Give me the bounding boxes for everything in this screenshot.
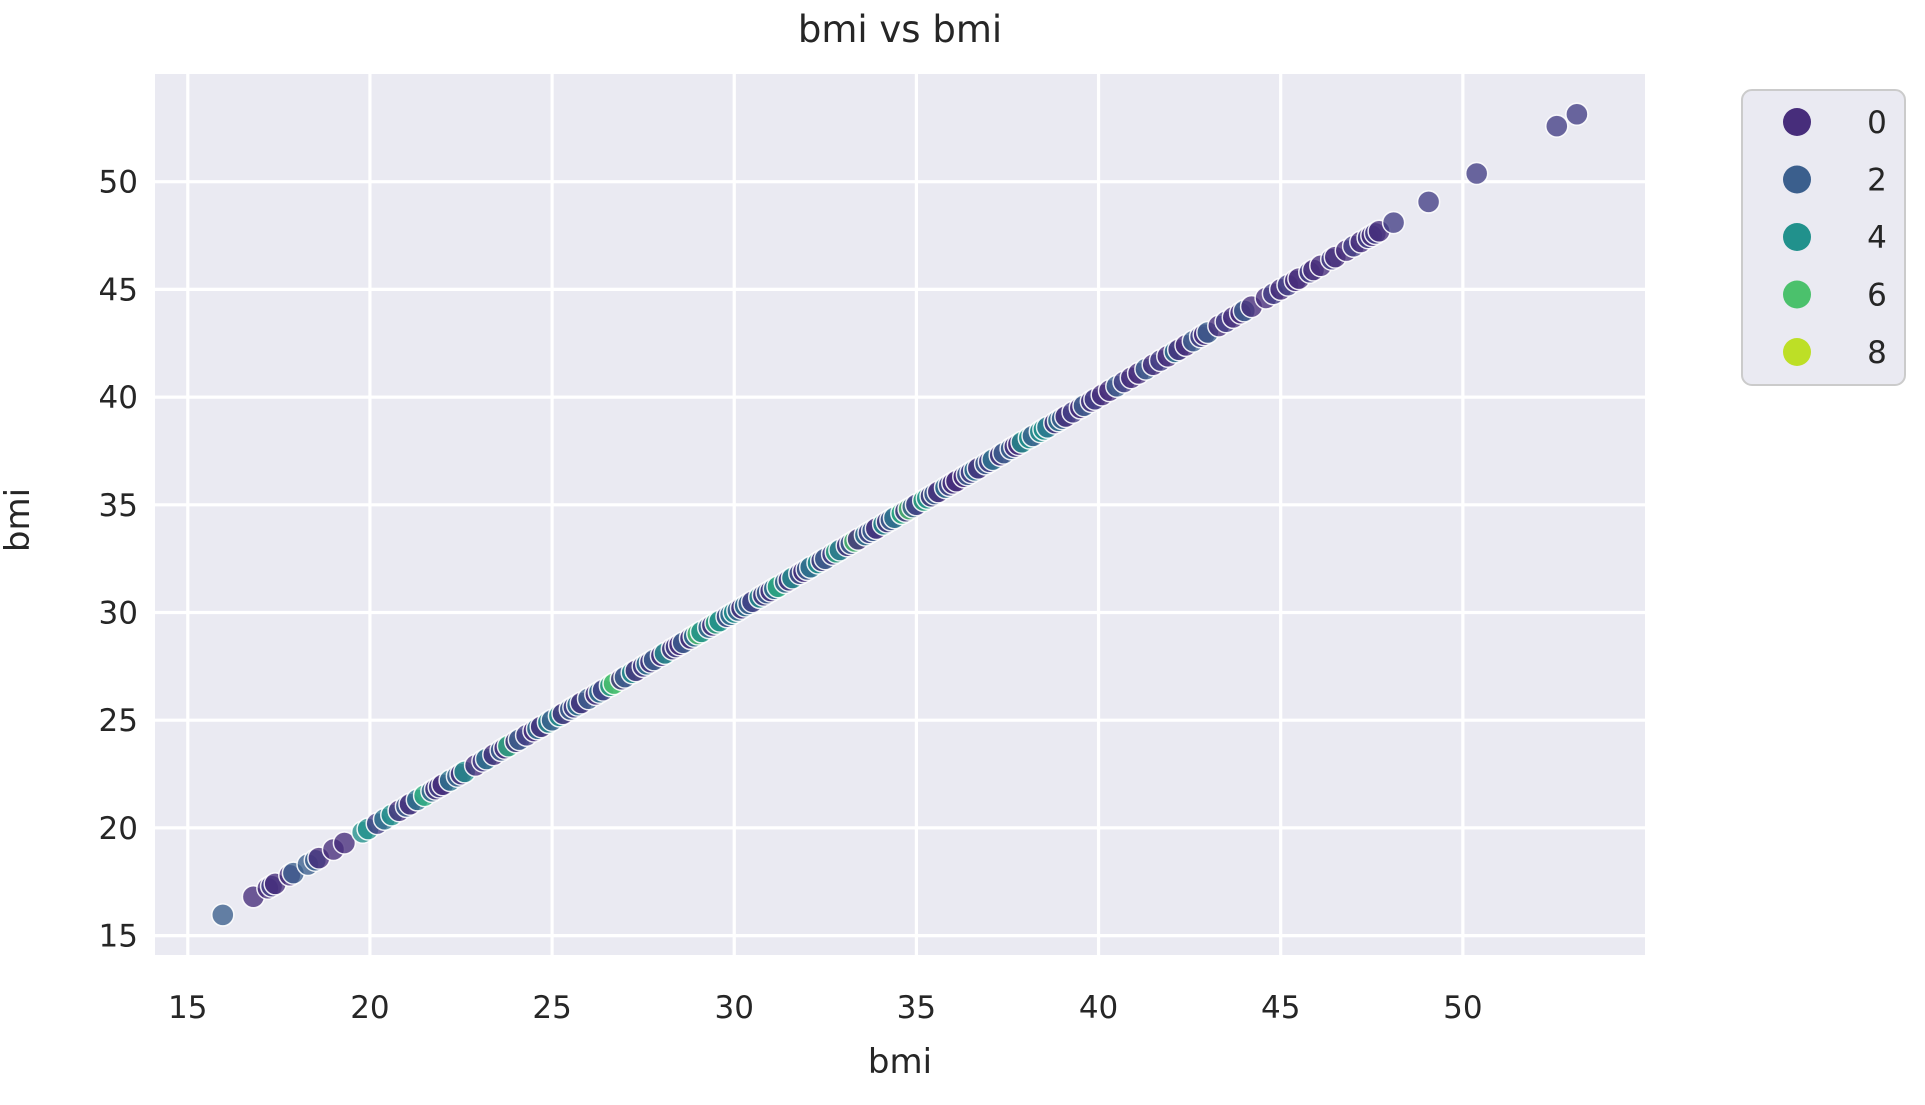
legend-swatch-6 [1783,280,1811,309]
y-tick-label: 40 [99,380,138,416]
scatter-point [211,903,235,927]
y-tick-label: 20 [99,811,138,847]
x-tick-label: 35 [897,990,936,1026]
legend-label-8: 8 [1867,335,1887,371]
scatter-point [1545,114,1569,138]
scatter-point [1416,190,1441,214]
y-axis-label: bmi [0,487,38,553]
y-tick-label: 35 [99,488,138,524]
y-tick-label: 15 [99,919,138,955]
x-tick-label: 25 [532,990,571,1026]
y-tick-label: 25 [99,703,138,739]
x-tick-label: 40 [1079,990,1118,1026]
legend-swatch-8 [1783,338,1811,366]
x-tick-label: 30 [715,990,754,1026]
legend-label-0: 0 [1867,105,1887,141]
x-axis-label: bmi [867,1042,933,1082]
legend-swatch-2 [1783,165,1811,194]
y-tick-label: 50 [99,165,138,201]
legend-box [1741,89,1906,386]
x-tick-label: 15 [168,990,207,1026]
legend-swatch-4 [1783,223,1811,251]
x-tick-label: 45 [1261,990,1300,1026]
scatter-point [1565,102,1589,127]
legend-label-4: 4 [1867,220,1887,256]
legend-label-2: 2 [1867,163,1887,199]
scatter-point [1381,210,1406,235]
y-tick-label: 45 [99,272,138,308]
scatter-point [332,831,357,855]
x-tick-label: 20 [350,990,389,1026]
x-tick-label: 50 [1443,990,1482,1026]
legend-swatch-0 [1783,108,1811,136]
legend-label-6: 6 [1867,278,1887,314]
y-tick-label: 30 [99,596,138,632]
scatter-point [1464,161,1489,186]
chart-title: bmi vs bmi [797,8,1003,51]
